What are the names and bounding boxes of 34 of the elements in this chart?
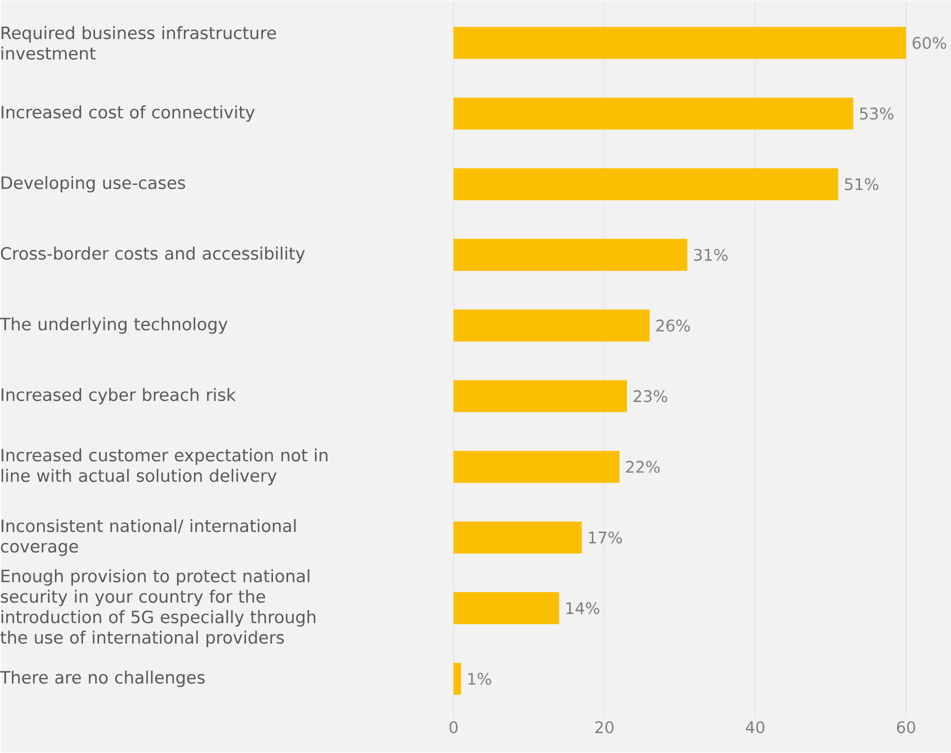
data-label: 31% xyxy=(694,249,728,262)
data-label: 60% xyxy=(912,37,946,50)
data-label: 23% xyxy=(634,390,668,402)
data-label: 53% xyxy=(860,108,894,120)
y-tick-label: Enough provision to protect national security in your country for the introduction of 5G especially through the use of international providers xyxy=(0,569,316,648)
bar xyxy=(454,168,838,200)
x-tick-label: 20 xyxy=(595,721,614,734)
data-label: 1% xyxy=(468,672,492,686)
bar xyxy=(454,592,560,624)
bar xyxy=(454,239,688,272)
y-tick-label: Inconsistent national/ international coverage xyxy=(0,519,296,556)
data-label: 26% xyxy=(656,320,690,332)
x-tick-label: 60 xyxy=(896,721,916,734)
bar xyxy=(454,451,620,484)
y-tick-label: Increased customer expectation not in line with actual solution delivery xyxy=(2,448,328,486)
data-label: 51% xyxy=(844,178,878,190)
bar xyxy=(454,310,650,342)
y-tick-label: There are no challenges xyxy=(0,670,205,688)
y-tick-label: Increased cost of connectivity xyxy=(2,106,255,122)
y-tick-label: Developing use-cases xyxy=(2,176,186,193)
data-label: 22% xyxy=(626,460,660,474)
data-label: 14% xyxy=(566,602,600,614)
data-label: 17% xyxy=(589,532,622,544)
x-tick-label: 40 xyxy=(746,721,764,734)
bar xyxy=(454,380,628,412)
bar xyxy=(454,98,854,130)
x-tick-label: 0 xyxy=(450,721,458,734)
bar xyxy=(454,27,906,60)
y-tick-label: Required business infrastructure investment xyxy=(2,26,276,60)
bar xyxy=(454,663,462,695)
y-tick-label: Cross-border costs and accessibility xyxy=(0,246,305,264)
y-tick-label: The underlying technology xyxy=(0,317,228,334)
y-tick-label: Increased cyber breach risk xyxy=(2,388,236,405)
bar xyxy=(454,522,582,554)
